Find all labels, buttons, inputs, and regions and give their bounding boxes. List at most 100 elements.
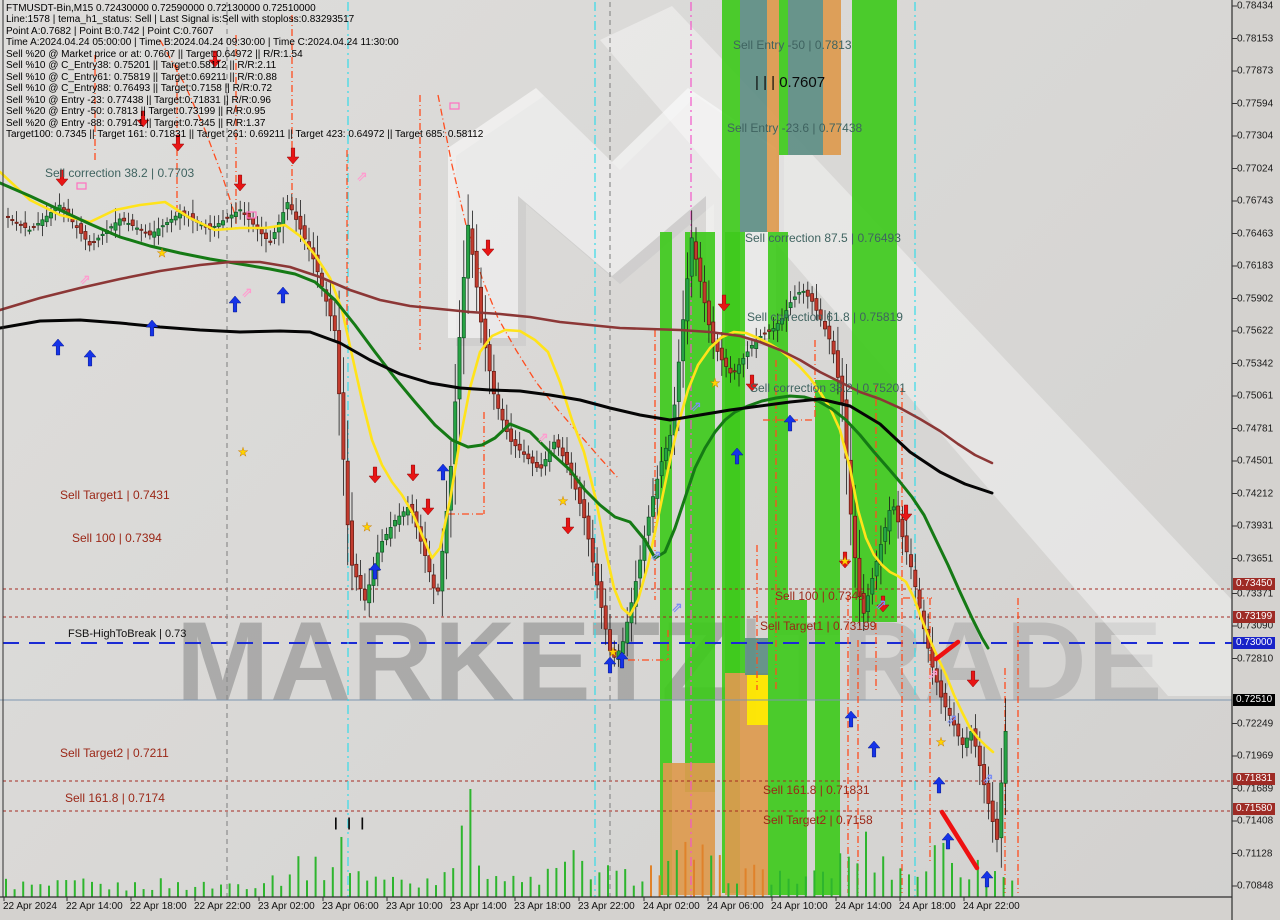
volume-bar xyxy=(710,855,713,897)
candle-bull xyxy=(638,559,643,579)
hollow-arrow-icon: ⇗ xyxy=(875,596,887,612)
candle-bull xyxy=(152,231,157,238)
price-tick-label: 0.73371 xyxy=(1237,588,1274,599)
price-tick-label: 0.77594 xyxy=(1237,98,1274,109)
volume-bar xyxy=(452,868,455,897)
price-tag-073199: 0.73199 xyxy=(1233,611,1276,623)
volume-bar xyxy=(589,879,592,897)
candle-bear xyxy=(143,231,148,234)
candle-bull xyxy=(964,737,969,748)
volume-bar xyxy=(30,884,33,897)
volume-bar xyxy=(13,889,16,897)
star-marker-icon: ★ xyxy=(362,520,373,534)
candle-bull xyxy=(457,337,462,400)
candle-bear xyxy=(350,520,354,566)
sell-signal-arrow-icon xyxy=(136,110,150,128)
volume-bar xyxy=(899,868,902,897)
candle-bull xyxy=(883,527,888,542)
hollow-arrow-icon: ⇗ xyxy=(982,770,994,786)
hollow-arrow-icon: ⇗ xyxy=(946,711,958,727)
sell-signal-arrow-icon xyxy=(561,517,575,535)
candle-bull xyxy=(625,621,630,644)
candle-bear xyxy=(268,240,273,243)
envelope-curve xyxy=(437,94,619,479)
candle-bear xyxy=(539,464,544,469)
buy-signal-arrow-icon xyxy=(932,776,946,794)
candle-bear xyxy=(79,223,84,234)
buy-signal-arrow-icon xyxy=(436,463,450,481)
point-c-price-marker: | | | 0.7607 xyxy=(755,74,826,91)
candle-bull xyxy=(689,237,694,277)
volume-bar xyxy=(417,887,420,897)
volume-bar xyxy=(976,859,979,897)
volume-bar xyxy=(73,880,76,897)
candle-bull xyxy=(737,364,741,374)
candle-bull xyxy=(216,223,221,228)
volume-bar xyxy=(598,872,601,897)
volume-bar xyxy=(194,886,197,897)
candle-bull xyxy=(221,220,225,226)
candle-bear xyxy=(358,575,363,589)
candle-bear xyxy=(977,745,982,767)
time-tick-label: 24 Apr 18:00 xyxy=(899,901,956,912)
sell-signal-arrow-icon xyxy=(171,134,185,152)
price-tick-label: 0.76743 xyxy=(1237,195,1274,207)
price-axis-panel xyxy=(1232,0,1280,920)
candle-bull xyxy=(375,552,380,571)
hollow-arrow-icon: ⇗ xyxy=(650,547,662,563)
volume-bar xyxy=(615,870,618,897)
price-tick-label: 0.78153 xyxy=(1237,33,1274,44)
sell-signal-arrow-icon xyxy=(745,374,759,392)
price-flag-box xyxy=(449,102,460,110)
volume-bar xyxy=(39,884,42,897)
candle-bear xyxy=(23,222,28,228)
candle-bear xyxy=(242,212,247,215)
candle-bull xyxy=(797,292,802,295)
buy-signal-arrow-icon xyxy=(783,414,797,432)
volume-bar xyxy=(65,880,68,897)
sell-1618-label: Sell 161.8 | 0.71831 xyxy=(763,783,870,797)
candle-bear xyxy=(724,357,729,367)
candle-bear xyxy=(827,325,832,340)
candle-bear xyxy=(947,707,952,716)
volume-bar xyxy=(727,883,730,897)
sell-signal-arrow-icon xyxy=(421,498,435,516)
volume-bar xyxy=(5,878,7,897)
sell-target2-left-label: Sell Target2 | 0.7211 xyxy=(60,746,169,760)
candle-bear xyxy=(431,574,436,589)
candle-bull xyxy=(117,218,122,226)
yellow-ma xyxy=(0,170,995,754)
price-flag-box xyxy=(246,211,257,219)
price-tag-073000: 0.73000 xyxy=(1233,637,1276,649)
volume-bar xyxy=(478,865,480,897)
candle-bear xyxy=(83,231,88,240)
price-tag-071580: 0.71580 xyxy=(1233,803,1276,815)
candle-bear xyxy=(840,375,845,403)
candle-bear xyxy=(319,272,324,287)
candle-bull xyxy=(620,641,625,654)
candle-bull xyxy=(100,233,105,237)
candle-bull xyxy=(238,209,243,212)
candle-bear xyxy=(896,505,901,523)
star-marker-icon: ★ xyxy=(238,445,249,459)
candle-bear xyxy=(831,340,836,355)
buy-signal-arrow-icon xyxy=(276,286,290,304)
candle-bull xyxy=(866,595,870,612)
volume-bar xyxy=(503,881,506,897)
trend-break-segment xyxy=(933,639,961,662)
volume-bar xyxy=(306,880,308,897)
buy-signal-arrow-icon xyxy=(603,656,617,674)
buy-signal-arrow-icon xyxy=(368,562,382,580)
price-tick-label: 0.75061 xyxy=(1237,390,1274,402)
candle-bull xyxy=(165,222,170,225)
time-tick-label: 23 Apr 06:00 xyxy=(322,901,379,912)
star-marker-icon: ★ xyxy=(157,246,168,260)
volume-bar xyxy=(658,875,661,897)
candle-bear xyxy=(943,692,948,708)
fsb-high-to-break-label: FSB-HighToBreak | 0.73 xyxy=(68,628,187,640)
candle-bear xyxy=(582,499,587,519)
candle-bear xyxy=(595,563,600,586)
volume-bar xyxy=(925,871,928,897)
candle-bull xyxy=(651,496,655,517)
